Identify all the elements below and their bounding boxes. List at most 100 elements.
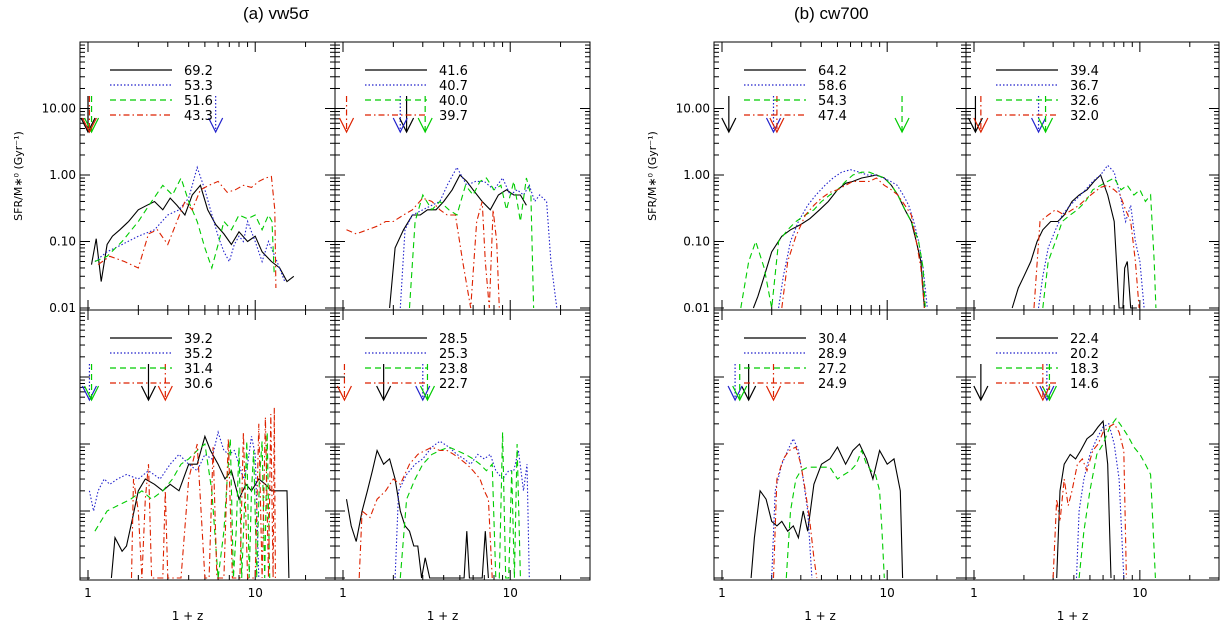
panel-3: 1 10 1 + z 28.525.323.822.7 bbox=[334, 309, 591, 623]
y-tick-label: 0.10 bbox=[683, 235, 710, 249]
series-line-3 bbox=[346, 197, 500, 309]
arrow-marker-1 bbox=[727, 364, 743, 402]
panel-frame bbox=[334, 309, 591, 581]
arrow-marker-0 bbox=[376, 364, 392, 402]
legend-label: 30.6 bbox=[184, 377, 213, 392]
arrow-marker-2 bbox=[417, 96, 433, 134]
series-line-3 bbox=[772, 446, 818, 579]
arrow-marker-0 bbox=[967, 96, 983, 134]
arrow-marker-2 bbox=[419, 364, 436, 402]
arrow-marker-1 bbox=[1039, 364, 1055, 402]
series-line-1 bbox=[778, 169, 928, 309]
y-tick-label: 0.01 bbox=[49, 301, 76, 315]
legend-label: 22.7 bbox=[439, 377, 468, 392]
arrow-marker-3 bbox=[765, 364, 782, 402]
arrow-marker-2 bbox=[1038, 96, 1054, 134]
y-axis-label: SFR/M∗⁰ (Gyr⁻¹) bbox=[12, 131, 25, 221]
series-line-3 bbox=[358, 446, 493, 579]
arrow-marker-1 bbox=[765, 96, 782, 134]
arrow-marker-2 bbox=[732, 364, 748, 402]
series-group bbox=[90, 165, 295, 289]
legend-label: 20.2 bbox=[1070, 347, 1099, 362]
series-line-1 bbox=[1075, 422, 1125, 579]
legend-label: 41.6 bbox=[439, 64, 468, 79]
series-line-2 bbox=[1042, 177, 1157, 309]
arrow-marker-3 bbox=[336, 364, 352, 402]
legend-label: 27.2 bbox=[818, 362, 847, 377]
series-line-0 bbox=[1011, 174, 1137, 309]
legend-label: 14.6 bbox=[1070, 377, 1099, 392]
series-group bbox=[1052, 417, 1156, 579]
legend-label: 23.8 bbox=[439, 362, 468, 377]
arrow-marker-0 bbox=[140, 364, 157, 402]
series-line-2 bbox=[785, 448, 885, 579]
legend-label: 64.2 bbox=[818, 64, 847, 79]
series-line-0 bbox=[750, 443, 904, 579]
series-line-0 bbox=[389, 174, 527, 309]
x-axis-label: 1 + z bbox=[172, 609, 204, 623]
series-group bbox=[740, 169, 928, 309]
y-tick-label: 1.00 bbox=[683, 168, 710, 182]
series-line-3 bbox=[130, 407, 276, 579]
legend-label: 35.2 bbox=[184, 347, 213, 362]
legend-label: 28.9 bbox=[818, 347, 847, 362]
x-axis-label: 1 + z bbox=[427, 609, 459, 623]
legend-label: 31.4 bbox=[184, 362, 213, 377]
arrow-marker-3 bbox=[1035, 364, 1051, 402]
y-tick-label: 0.10 bbox=[49, 235, 76, 249]
arrow-marker-1 bbox=[208, 96, 224, 134]
series-line-3 bbox=[1033, 184, 1140, 309]
y-tick-label: 10.00 bbox=[676, 102, 710, 116]
series-line-2 bbox=[399, 432, 521, 579]
legend-label: 40.7 bbox=[439, 79, 468, 94]
arrow-marker-1 bbox=[415, 364, 431, 402]
arrow-marker-1 bbox=[392, 96, 408, 134]
y-tick-label: 10.00 bbox=[42, 102, 76, 116]
legend-label: 53.3 bbox=[184, 79, 213, 94]
x-tick-label: 10 bbox=[503, 586, 518, 600]
panel-4: 10.00 1.00 0.10 0.01 SFR/M∗⁰ (Gyr⁻¹) 64.258.6… bbox=[646, 41, 967, 315]
legend-label: 24.9 bbox=[818, 377, 847, 392]
legend-label: 36.7 bbox=[1070, 79, 1099, 94]
arrow-marker-1 bbox=[1031, 96, 1047, 134]
legend-label: 28.5 bbox=[439, 332, 468, 347]
arrow-marker-2 bbox=[84, 364, 100, 402]
series-line-1 bbox=[94, 165, 286, 282]
series-line-1 bbox=[1037, 164, 1145, 309]
series-line-2 bbox=[1078, 417, 1156, 579]
x-tick-label: 1 bbox=[339, 586, 347, 600]
arrow-marker-2 bbox=[894, 96, 910, 134]
arrow-marker-3 bbox=[973, 96, 989, 134]
x-tick-label: 10 bbox=[248, 586, 263, 600]
arrow-marker-2 bbox=[1041, 364, 1057, 402]
x-axis-label: 1 + z bbox=[804, 609, 836, 623]
arrow-marker-3 bbox=[157, 364, 173, 402]
legend-label: 22.4 bbox=[1070, 332, 1099, 347]
arrow-marker-3 bbox=[769, 96, 785, 134]
series-line-3 bbox=[97, 175, 277, 289]
panel-7: 1 10 1 + z 22.420.218.314.6 bbox=[965, 309, 1220, 623]
series-line-3 bbox=[781, 177, 925, 309]
panel-1: 41.640.740.039.7 bbox=[334, 41, 591, 311]
legend-label: 58.6 bbox=[818, 79, 847, 94]
arrow-marker-1 bbox=[81, 364, 97, 402]
legend-label: 69.2 bbox=[184, 64, 213, 79]
series-line-2 bbox=[740, 171, 926, 309]
arrow-marker-0 bbox=[80, 96, 96, 134]
legend-label: 39.2 bbox=[184, 332, 213, 347]
series-line-0 bbox=[1056, 419, 1112, 579]
series-line-0 bbox=[345, 448, 489, 579]
x-tick-label: 1 bbox=[970, 586, 978, 600]
legend-label: 51.6 bbox=[184, 94, 213, 109]
arrow-marker-3 bbox=[81, 96, 97, 134]
arrow-marker-3 bbox=[339, 96, 355, 134]
series-line-1 bbox=[399, 166, 558, 309]
series-line-2 bbox=[408, 177, 535, 309]
series-group bbox=[1011, 164, 1157, 309]
x-axis-label: 1 + z bbox=[1057, 609, 1089, 623]
arrow-marker-0 bbox=[973, 364, 989, 402]
series-group bbox=[88, 407, 290, 579]
series-line-1 bbox=[771, 437, 813, 579]
panel-2: 1 10 1 + z 39.235.231.430.6 bbox=[79, 309, 336, 623]
series-line-0 bbox=[752, 174, 925, 309]
